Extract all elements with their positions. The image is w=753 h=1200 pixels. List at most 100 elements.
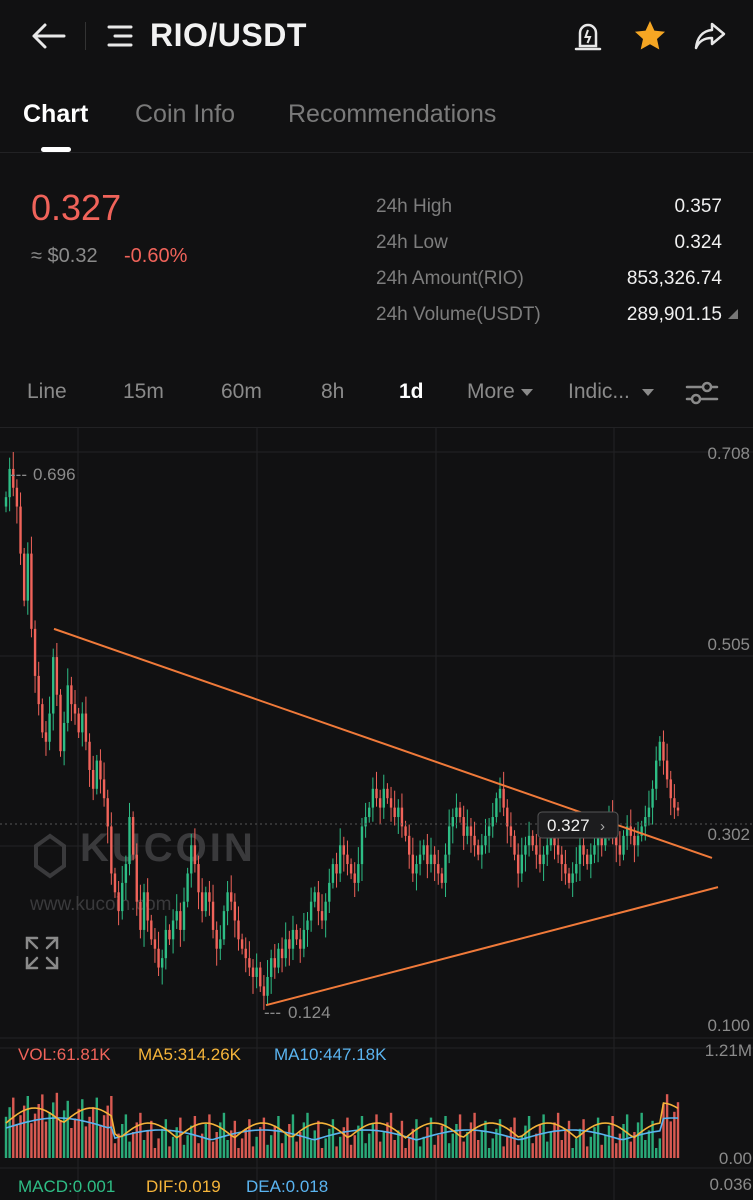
candle-body	[73, 704, 77, 714]
volume-bar	[131, 1132, 135, 1158]
candle-body	[480, 845, 484, 855]
tab-chart[interactable]: Chart	[23, 100, 89, 128]
interval-8h[interactable]: 8h	[321, 380, 345, 403]
candle-body	[596, 835, 600, 846]
candle-body	[651, 788, 654, 808]
candle-body	[124, 864, 128, 883]
volume-bar	[306, 1112, 309, 1158]
indicators-dropdown[interactable]: Indic...	[568, 380, 654, 404]
candle-body	[4, 497, 8, 507]
interval-15m[interactable]: 15m	[123, 380, 164, 403]
volume-bar	[22, 1105, 26, 1158]
price-alert-icon	[574, 23, 602, 51]
volume-bar	[99, 1124, 102, 1158]
candle-body	[62, 722, 66, 752]
tab-coin-info[interactable]: Coin Info	[135, 100, 236, 128]
volume-bar	[102, 1115, 106, 1158]
interval-60m[interactable]: 60m	[221, 380, 262, 403]
candle-body	[208, 892, 211, 902]
volume-bar	[378, 1141, 382, 1158]
interval-1d[interactable]: 1d	[399, 380, 424, 403]
volume-bar	[400, 1120, 404, 1158]
candle-body	[335, 864, 338, 874]
volume-bar	[636, 1122, 640, 1158]
volume-bar	[426, 1127, 429, 1158]
volume-bar	[571, 1148, 574, 1158]
price-alert-button[interactable]	[568, 16, 608, 56]
candle-body	[585, 854, 589, 865]
candle-body	[81, 713, 84, 733]
volume-bar	[15, 1124, 19, 1158]
more-label: More	[467, 380, 515, 403]
volume-bar	[553, 1122, 556, 1158]
volume-bar	[8, 1107, 11, 1158]
fullscreen-button[interactable]	[25, 936, 59, 970]
candle-body	[400, 807, 404, 827]
candle-body	[673, 798, 676, 808]
candle-body	[33, 628, 37, 676]
price-change: -0.60%	[124, 245, 188, 267]
volume-bar	[375, 1114, 378, 1158]
candle-body	[346, 854, 349, 865]
volume-bar	[190, 1125, 193, 1158]
favorite-button[interactable]	[630, 16, 670, 56]
volume-bar	[360, 1116, 364, 1158]
candle-body	[131, 817, 135, 855]
volume-bar	[549, 1132, 553, 1158]
volume-bar	[186, 1135, 189, 1158]
chart-settings-button[interactable]	[684, 378, 720, 413]
pair-menu-button[interactable]	[100, 16, 140, 56]
trendline-lower	[265, 886, 719, 1007]
candle-body	[451, 817, 454, 827]
volume-bar	[160, 1128, 164, 1158]
volume-bar	[625, 1114, 629, 1158]
tab-recommendations[interactable]: Recommendations	[288, 100, 497, 128]
volume-bar	[240, 1138, 244, 1158]
candle-body	[578, 845, 582, 865]
kucoin-watermark: KUCOIN www.kucoin.com	[29, 826, 253, 915]
candle-body	[299, 939, 302, 949]
high-marker: 0.696	[33, 465, 76, 484]
candle-body	[571, 873, 574, 883]
top-bar: RIO/USDT	[0, 0, 753, 78]
more-intervals-dropdown[interactable]: More	[467, 380, 533, 404]
candle-body	[295, 929, 298, 940]
back-button[interactable]	[28, 16, 68, 56]
macd-legend: MACD:0.001	[18, 1177, 115, 1196]
volume-bar	[128, 1141, 131, 1158]
candle-body	[469, 826, 473, 836]
chevron-down-icon	[641, 388, 654, 396]
candle-body	[331, 864, 335, 883]
stat-label-volume: 24h Volume(USDT)	[376, 304, 541, 325]
volume-bar	[266, 1144, 269, 1158]
candle-body	[520, 854, 524, 874]
volume-bar	[498, 1119, 502, 1158]
candle-body	[175, 911, 178, 921]
volume-bar	[237, 1148, 240, 1158]
volume-bar	[415, 1119, 418, 1158]
volume-bar	[33, 1113, 37, 1158]
pair-title[interactable]: RIO/USDT	[150, 17, 307, 53]
candle-body	[487, 826, 491, 836]
candle-body	[280, 948, 284, 959]
share-button[interactable]	[690, 16, 730, 56]
volume-bar	[251, 1146, 255, 1158]
current-price-tag[interactable]: 0.327 ›	[537, 811, 619, 839]
candle-body	[665, 760, 669, 780]
candlestick-chart[interactable]: KUCOIN www.kucoin.com 0.708 0.505 0.302 …	[0, 428, 753, 1200]
volume-bar	[299, 1132, 302, 1158]
stat-label-high: 24h High	[376, 196, 453, 217]
candle-body	[676, 807, 680, 811]
volume-bar	[26, 1096, 29, 1158]
interval-line[interactable]: Line	[27, 380, 67, 403]
candle-body	[190, 845, 193, 874]
volume-bar	[585, 1146, 589, 1158]
volume-bar	[146, 1130, 149, 1158]
stat-value-high: 0.357	[674, 196, 722, 217]
volume-layer	[4, 1092, 680, 1158]
candle-body	[560, 854, 563, 865]
arrow-left-icon	[32, 23, 66, 49]
volume-ma-lines	[5, 1102, 679, 1141]
candle-body	[556, 845, 560, 855]
low-marker-dash: ---	[264, 1003, 281, 1022]
